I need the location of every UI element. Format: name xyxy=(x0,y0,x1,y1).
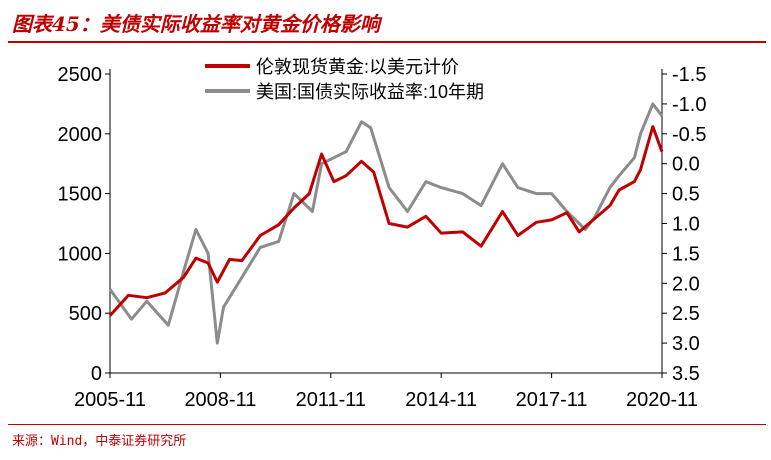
report-header: 图表45：美债实际收益率对黄金价格影响 xyxy=(0,0,771,44)
right-axis-tick-label: 2.0 xyxy=(672,273,700,295)
right-axis-tick-label: 3.0 xyxy=(672,333,700,355)
right-axis-tick-label: 1.0 xyxy=(672,214,700,236)
yield-series-line xyxy=(108,102,664,345)
right-axis-tick-label: 1.5 xyxy=(672,243,700,265)
left-axis-tick-label: 500 xyxy=(69,303,102,325)
right-axis-tick-label: -1.0 xyxy=(672,94,706,116)
right-axis-tick-label: 0.0 xyxy=(672,154,700,176)
footer-rule xyxy=(8,424,766,425)
x-axis-tick-label: 2011-11 xyxy=(296,389,366,411)
legend-label: 伦敦现货黄金:以美元计价 xyxy=(256,57,459,77)
left-axis-tick-label: 2000 xyxy=(58,124,103,146)
right-axis-tick-label: -1.5 xyxy=(672,64,706,86)
x-axis-tick-label: 2008-11 xyxy=(184,389,256,411)
figure-title: 图表45：美债实际收益率对黄金价格影响 xyxy=(12,12,380,36)
source-note: 来源：Wind，中泰证券研究所 xyxy=(12,434,187,449)
left-axis-tick-label: 0 xyxy=(91,363,102,385)
left-axis-tick-label: 1500 xyxy=(58,184,103,206)
header-rule xyxy=(8,41,766,43)
x-axis-tick-label: 2020-11 xyxy=(626,389,698,411)
left-axis-tick-label: 1000 xyxy=(58,243,103,265)
left-axis-tick-label: 2500 xyxy=(58,64,103,86)
gold-series-line xyxy=(108,125,664,317)
x-axis-tick-label: 2017-11 xyxy=(516,389,588,411)
right-axis-tick-label: 3.5 xyxy=(672,363,700,385)
right-axis-tick-label: 0.5 xyxy=(672,184,700,206)
legend-label: 美国:国债实际收益率:10年期 xyxy=(256,82,484,102)
right-axis-tick-label: 2.5 xyxy=(672,303,700,325)
chart-area: 0 500 1000 1500 2000 2500 3.5 3.0 2.5 2.0 1.5 1.0 0.… xyxy=(58,57,707,411)
right-axis-tick-label: -0.5 xyxy=(672,124,706,146)
x-axis-tick-label: 2014-11 xyxy=(405,389,477,411)
x-axis-tick-label: 2005-11 xyxy=(74,389,146,411)
